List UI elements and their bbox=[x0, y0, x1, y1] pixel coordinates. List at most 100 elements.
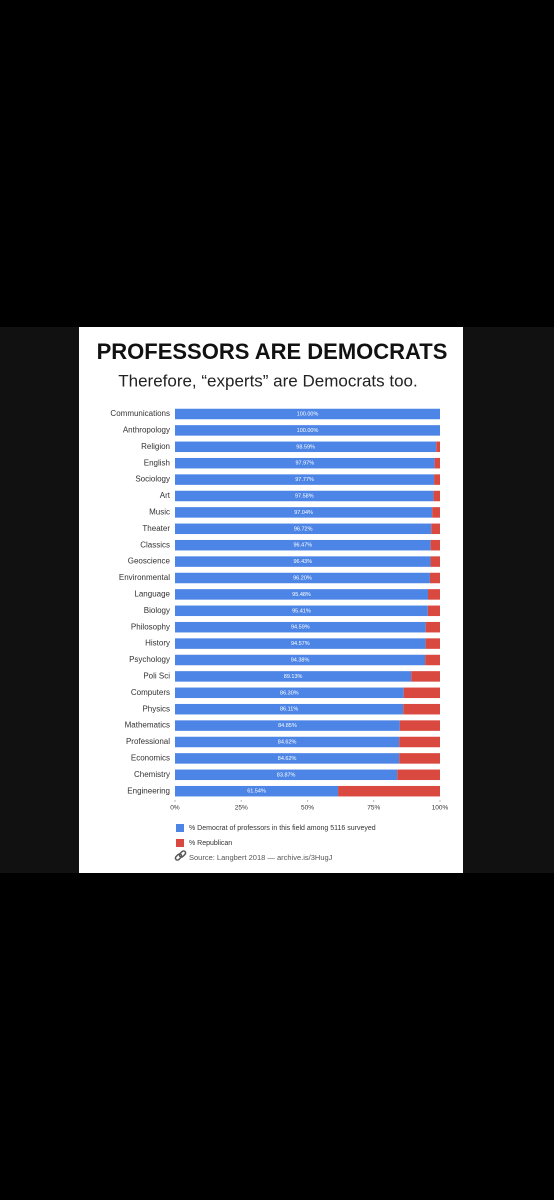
y-tick-label: Mathematics bbox=[125, 721, 170, 730]
chart-title: PROFESSORS ARE DEMOCRATS bbox=[97, 339, 448, 364]
bar-segment bbox=[425, 621, 440, 633]
value-label: 100.00% bbox=[297, 411, 319, 417]
bar-segment bbox=[431, 523, 440, 535]
y-tick-label: Environmental bbox=[119, 573, 170, 582]
value-label: 96.47% bbox=[293, 543, 312, 549]
bar-segment bbox=[175, 408, 440, 420]
bar-segment bbox=[175, 507, 433, 518]
x-tick-label: 100% bbox=[432, 805, 449, 812]
value-label: 97.04% bbox=[294, 510, 313, 516]
value-label: 84.85% bbox=[278, 723, 297, 729]
value-label: 94.59% bbox=[291, 625, 310, 631]
bar-segment bbox=[411, 671, 440, 682]
bar-segment bbox=[175, 671, 412, 682]
bar-segment bbox=[175, 687, 404, 699]
bar-segment bbox=[175, 703, 404, 715]
chart-subtitle: Therefore, “experts” are Democrats too. bbox=[118, 371, 418, 390]
y-tick-label: Language bbox=[134, 590, 170, 599]
bar-segment bbox=[175, 457, 435, 469]
bar-segment bbox=[433, 490, 440, 502]
bar-segment bbox=[175, 523, 432, 535]
y-tick-label: Psychology bbox=[129, 655, 170, 664]
value-label: 86.30% bbox=[280, 690, 299, 696]
bar-segment bbox=[175, 720, 400, 731]
bar-segment bbox=[175, 441, 437, 453]
bar-segment bbox=[427, 605, 440, 617]
value-label: 95.48% bbox=[292, 592, 311, 598]
value-label: 94.57% bbox=[291, 641, 310, 647]
y-tick-label: Biology bbox=[144, 606, 170, 615]
value-label: 61.54% bbox=[247, 789, 266, 795]
value-label: 89.13% bbox=[284, 674, 303, 680]
bar-segment bbox=[175, 769, 398, 781]
value-label: 84.62% bbox=[278, 739, 297, 745]
y-tick-label: Physics bbox=[142, 704, 170, 713]
value-label: 100.00% bbox=[297, 428, 319, 434]
legend-swatch bbox=[176, 839, 184, 847]
y-tick-label: Geoscience bbox=[128, 557, 171, 566]
x-tick-label: 50% bbox=[301, 805, 314, 812]
bar-segment bbox=[399, 736, 440, 748]
bar-segment bbox=[428, 589, 440, 600]
bar-segment bbox=[175, 474, 435, 485]
bar-segment bbox=[434, 474, 440, 485]
y-tick-label: Music bbox=[149, 508, 170, 517]
source: Source: Langbert 2018 — archive.is/3HugJ bbox=[189, 853, 333, 862]
y-tick-label: Communications bbox=[110, 409, 170, 418]
y-tick-label: Sociology bbox=[135, 475, 170, 484]
value-label: 96.20% bbox=[293, 575, 312, 581]
x-tick-label: 25% bbox=[235, 805, 248, 812]
bar-segment bbox=[175, 654, 426, 666]
bar-segment bbox=[403, 687, 440, 699]
bar-segment bbox=[403, 703, 440, 715]
bar-segment bbox=[175, 425, 440, 436]
value-label: 96.43% bbox=[293, 559, 312, 565]
y-tick-label: Theater bbox=[142, 524, 170, 533]
y-tick-label: Poli Sci bbox=[143, 672, 170, 681]
bar-segment bbox=[429, 572, 440, 584]
bar-segment bbox=[175, 556, 431, 567]
y-tick-label: Engineering bbox=[127, 786, 170, 795]
bar-segment bbox=[175, 736, 400, 748]
y-tick-label: Art bbox=[160, 491, 171, 500]
link-icon bbox=[174, 850, 187, 861]
y-tick-label: Anthropology bbox=[123, 426, 170, 435]
bar-segment bbox=[175, 753, 400, 764]
y-tick-label: History bbox=[145, 639, 170, 648]
x-tick-label: 75% bbox=[367, 805, 380, 812]
bar-segment bbox=[175, 539, 431, 551]
value-label: 97.58% bbox=[295, 493, 314, 499]
y-tick-label: Computers bbox=[131, 688, 170, 697]
value-label: 84.62% bbox=[278, 756, 297, 762]
bar-segment bbox=[430, 539, 440, 551]
bar-segment bbox=[397, 769, 440, 781]
value-label: 95.41% bbox=[292, 608, 311, 614]
bar-segment bbox=[436, 441, 440, 453]
value-label: 98.59% bbox=[296, 444, 315, 450]
y-tick-label: Philosophy bbox=[131, 622, 170, 631]
value-label: 97.77% bbox=[295, 477, 314, 483]
bar-segment bbox=[434, 457, 440, 469]
value-label: 96.72% bbox=[294, 526, 313, 532]
value-label: 94.38% bbox=[291, 657, 310, 663]
value-label: 86.11% bbox=[280, 707, 298, 713]
y-tick-label: English bbox=[144, 458, 170, 467]
bar-segment bbox=[430, 556, 440, 567]
bar-segment bbox=[175, 621, 426, 633]
bar-segment bbox=[175, 572, 430, 584]
bar-segment bbox=[399, 753, 440, 764]
value-label: 97.97% bbox=[295, 461, 314, 467]
y-tick-label: Classics bbox=[140, 540, 170, 549]
x-tick-label: 0% bbox=[170, 805, 180, 812]
legend-label: % Republican bbox=[189, 840, 232, 847]
y-tick-label: Chemistry bbox=[134, 770, 170, 779]
legend-label: % Democrat of professors in this field a… bbox=[189, 825, 376, 832]
value-label: 83.87% bbox=[277, 772, 296, 778]
bar-segment bbox=[175, 638, 426, 649]
bar-segment bbox=[432, 507, 440, 518]
y-tick-label: Professional bbox=[126, 737, 170, 746]
bar-segment bbox=[175, 490, 434, 502]
bar-segment bbox=[175, 589, 429, 600]
